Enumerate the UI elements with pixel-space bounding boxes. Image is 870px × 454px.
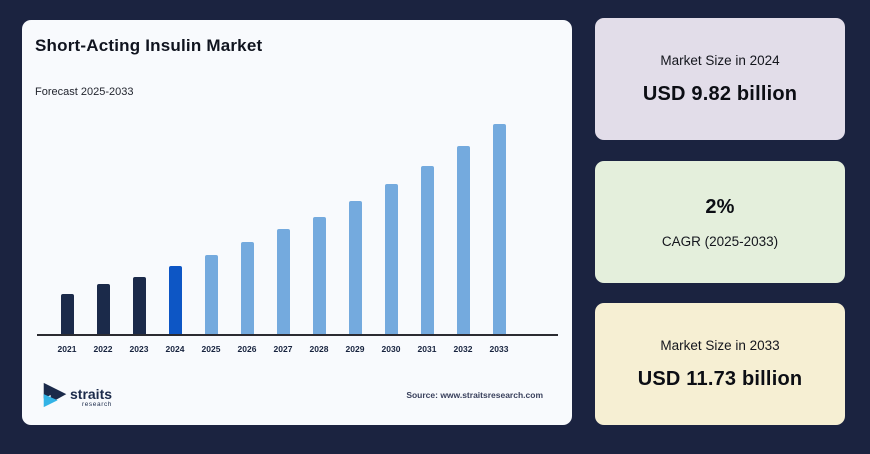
chart-subtitle: Forecast 2025-2033 bbox=[35, 86, 134, 98]
bar-2032 bbox=[456, 146, 470, 334]
bar-2029 bbox=[348, 201, 362, 334]
chart-panel: Short-Acting Insulin Market Forecast 202… bbox=[22, 20, 572, 425]
card-market-size-2024: Market Size in 2024 USD 9.82 billion bbox=[595, 18, 845, 140]
bar-2028 bbox=[312, 217, 326, 334]
bar-2026 bbox=[240, 242, 254, 334]
x-tick-2021: 2021 bbox=[57, 344, 77, 354]
card-label: Market Size in 2024 bbox=[660, 52, 780, 68]
straits-arrow-icon bbox=[42, 382, 68, 413]
card-label: Market Size in 2033 bbox=[660, 337, 780, 353]
x-tick-2023: 2023 bbox=[129, 344, 149, 354]
x-tick-2027: 2027 bbox=[273, 344, 293, 354]
card-label: CAGR (2025-2033) bbox=[661, 233, 779, 249]
x-tick-2029: 2029 bbox=[345, 344, 365, 354]
x-tick-2024: 2024 bbox=[165, 344, 185, 354]
bar-2030 bbox=[384, 184, 398, 334]
logo-subtitle: research bbox=[81, 400, 113, 408]
panel-footer: straits research Source: www.straitsrese… bbox=[22, 373, 572, 425]
bar-2025 bbox=[204, 255, 218, 334]
x-tick-2031: 2031 bbox=[417, 344, 437, 354]
x-tick-2026: 2026 bbox=[237, 344, 257, 354]
card-market-size-2033: Market Size in 2033 USD 11.73 billion bbox=[595, 303, 845, 425]
straits-logo: straits research bbox=[42, 382, 112, 413]
logo-name: straits bbox=[70, 385, 113, 402]
bar-2027 bbox=[276, 229, 290, 334]
bar-plot bbox=[37, 124, 558, 336]
bar-2023 bbox=[132, 277, 146, 334]
x-tick-2032: 2032 bbox=[453, 344, 473, 354]
bar-2022 bbox=[96, 284, 110, 334]
bar-2024 bbox=[168, 266, 182, 334]
card-value: USD 11.73 billion bbox=[637, 367, 803, 390]
x-tick-2025: 2025 bbox=[201, 344, 221, 354]
bar-2031 bbox=[420, 166, 434, 334]
source-text: Source: www.straitsresearch.com bbox=[406, 390, 543, 400]
bar-2021 bbox=[60, 294, 74, 334]
card-cagr: 2% CAGR (2025-2033) bbox=[595, 161, 845, 283]
card-value: 2% bbox=[705, 195, 735, 218]
x-tick-2022: 2022 bbox=[93, 344, 113, 354]
x-tick-2028: 2028 bbox=[309, 344, 329, 354]
x-axis-labels: 2021 2022 2023 2024 2025 2026 2027 2028 2029 2030… bbox=[37, 344, 558, 356]
x-tick-2030: 2030 bbox=[381, 344, 401, 354]
x-tick-2033: 2033 bbox=[489, 344, 509, 354]
card-value: USD 9.82 billion bbox=[642, 82, 798, 105]
bar-2033 bbox=[492, 124, 506, 334]
chart-title: Short-Acting Insulin Market bbox=[35, 36, 263, 55]
